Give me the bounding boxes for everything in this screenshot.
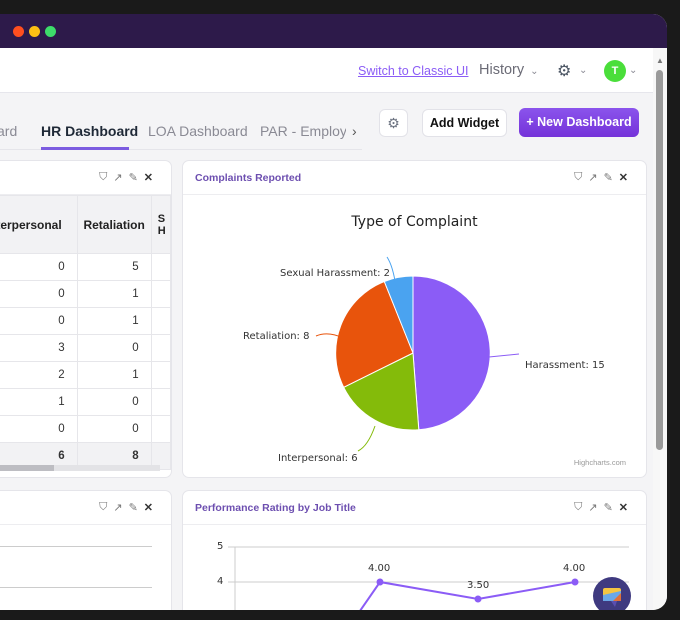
top-nav: Switch to Classic UI History ⌄ ⚙ ⌄ T ⌄ <box>0 48 653 93</box>
y-tick: 4 <box>217 576 224 587</box>
tabs-divider <box>0 149 362 150</box>
tab-dashboard-partial[interactable]: ard <box>0 123 18 139</box>
filter-icon[interactable]: ⛉ <box>99 501 108 513</box>
gear-icon: ⚙ <box>387 115 400 131</box>
close-icon[interactable]: ✕ <box>143 502 153 514</box>
close-window-button[interactable] <box>13 26 24 37</box>
active-tab-indicator <box>41 147 129 150</box>
close-icon[interactable]: ✕ <box>618 502 628 514</box>
data-point[interactable] <box>474 595 482 603</box>
widget-tools: ⛉ ↗ ✎ ✕ <box>574 501 628 514</box>
chart-title: Type of Complaint <box>351 214 478 230</box>
point-label: 4.00 <box>368 563 391 574</box>
user-avatar[interactable]: T <box>604 60 626 82</box>
edit-pencil-icon[interactable]: ✎ <box>128 172 138 184</box>
history-label: History <box>479 62 525 78</box>
pie-label-interpersonal: Interpersonal: 6 <box>278 453 358 464</box>
open-external-icon[interactable]: ↗ <box>588 172 598 184</box>
settings-gear-icon[interactable]: ⚙ <box>557 63 572 80</box>
complaints-table: nterpersonal Retaliation S H 05 01 01 30… <box>0 195 171 470</box>
column-header[interactable]: nterpersonal <box>0 195 78 254</box>
new-dashboard-button[interactable]: + New Dashboard <box>519 108 639 137</box>
tab-hr-dashboard[interactable]: HR Dashboard <box>41 123 139 139</box>
highcharts-credits-link[interactable]: Highcharts.com <box>573 458 626 467</box>
widget-title: Complaints Reported <box>195 172 302 184</box>
pie-label-retaliation: Retaliation: 8 <box>243 331 310 342</box>
chevron-down-icon[interactable]: ⌄ <box>629 65 638 76</box>
widget-tools: ⛉ ↗ ✎ ✕ <box>99 501 153 514</box>
dashboard-tabs: ard HR Dashboard LOA Dashboard PAR - Emp… <box>0 94 653 158</box>
bottom-left-widget: ⛉ ↗ ✎ ✕ <box>0 490 172 610</box>
data-point[interactable] <box>376 578 384 586</box>
close-icon[interactable]: ✕ <box>618 172 628 184</box>
pie-label-sexual-harassment: Sexual Harassment: 2 <box>280 268 391 279</box>
add-widget-button[interactable]: Add Widget <box>422 109 507 137</box>
edit-pencil-icon[interactable]: ✎ <box>603 172 613 184</box>
open-external-icon[interactable]: ↗ <box>113 172 123 184</box>
point-label: 4.00 <box>563 563 586 574</box>
widget-title: Performance Rating by Job Title <box>195 502 356 514</box>
horizontal-scrollbar[interactable] <box>0 465 160 471</box>
scrollbar-thumb[interactable] <box>656 70 663 450</box>
history-menu[interactable]: History ⌄ <box>479 62 539 78</box>
scrollbar-thumb[interactable] <box>0 465 54 471</box>
tabs-next-arrow-icon[interactable]: › <box>352 123 357 139</box>
filter-icon[interactable]: ⛉ <box>99 171 108 183</box>
switch-classic-ui-link[interactable]: Switch to Classic UI <box>358 64 469 78</box>
grid-line <box>0 587 152 588</box>
app-window: Switch to Classic UI History ⌄ ⚙ ⌄ T ⌄ ar… <box>0 14 667 610</box>
chat-icon <box>603 588 621 607</box>
edit-pencil-icon[interactable]: ✎ <box>603 502 613 514</box>
data-point[interactable] <box>571 578 579 586</box>
grid-line <box>0 546 152 547</box>
dashboard-settings-button[interactable]: ⚙ <box>379 109 408 137</box>
column-header[interactable]: Retaliation <box>76 195 152 254</box>
minimize-window-button[interactable] <box>29 26 40 37</box>
filter-icon[interactable]: ⛉ <box>574 171 583 183</box>
pie-slice-harassment[interactable] <box>412 275 491 431</box>
pie-slice-interpersonal[interactable] <box>343 352 420 431</box>
complaints-table-widget: ⛉ ↗ ✎ ✕ nterpersonal Retaliation S H 05 … <box>0 160 172 478</box>
filter-icon[interactable]: ⛉ <box>574 501 583 513</box>
tab-par-employee[interactable]: PAR - Employe <box>260 123 346 139</box>
performance-rating-widget: Performance Rating by Job Title ⛉ ↗ ✎ ✕ … <box>182 490 647 610</box>
pie-label-harassment: Harassment: 15 <box>525 360 605 371</box>
widget-tools: ⛉ ↗ ✎ ✕ <box>99 171 153 184</box>
pie-chart <box>315 256 520 452</box>
close-icon[interactable]: ✕ <box>143 172 153 184</box>
point-label: 3.50 <box>467 580 490 591</box>
open-external-icon[interactable]: ↗ <box>588 502 598 514</box>
open-external-icon[interactable]: ↗ <box>113 502 123 514</box>
vertical-scrollbar[interactable]: ▲ <box>653 48 667 610</box>
edit-pencil-icon[interactable]: ✎ <box>128 502 138 514</box>
chevron-down-icon: ⌄ <box>530 66 539 77</box>
chevron-down-icon[interactable]: ⌄ <box>579 65 588 76</box>
column-header[interactable]: S H <box>150 195 171 254</box>
tab-loa-dashboard[interactable]: LOA Dashboard <box>148 123 248 139</box>
scroll-up-arrow-icon[interactable]: ▲ <box>656 56 664 65</box>
y-tick: 5 <box>217 541 224 552</box>
chat-support-button[interactable] <box>593 577 631 610</box>
pie-slice-retaliation[interactable] <box>335 280 414 388</box>
line-chart <box>228 546 629 610</box>
title-bar <box>0 14 667 48</box>
pie-slice-sexual-harassment[interactable] <box>383 275 414 354</box>
widget-tools: ⛉ ↗ ✎ ✕ <box>574 171 628 184</box>
complaints-reported-widget: Complaints Reported ⛉ ↗ ✎ ✕ Type of Comp… <box>182 160 647 478</box>
maximize-window-button[interactable] <box>45 26 56 37</box>
